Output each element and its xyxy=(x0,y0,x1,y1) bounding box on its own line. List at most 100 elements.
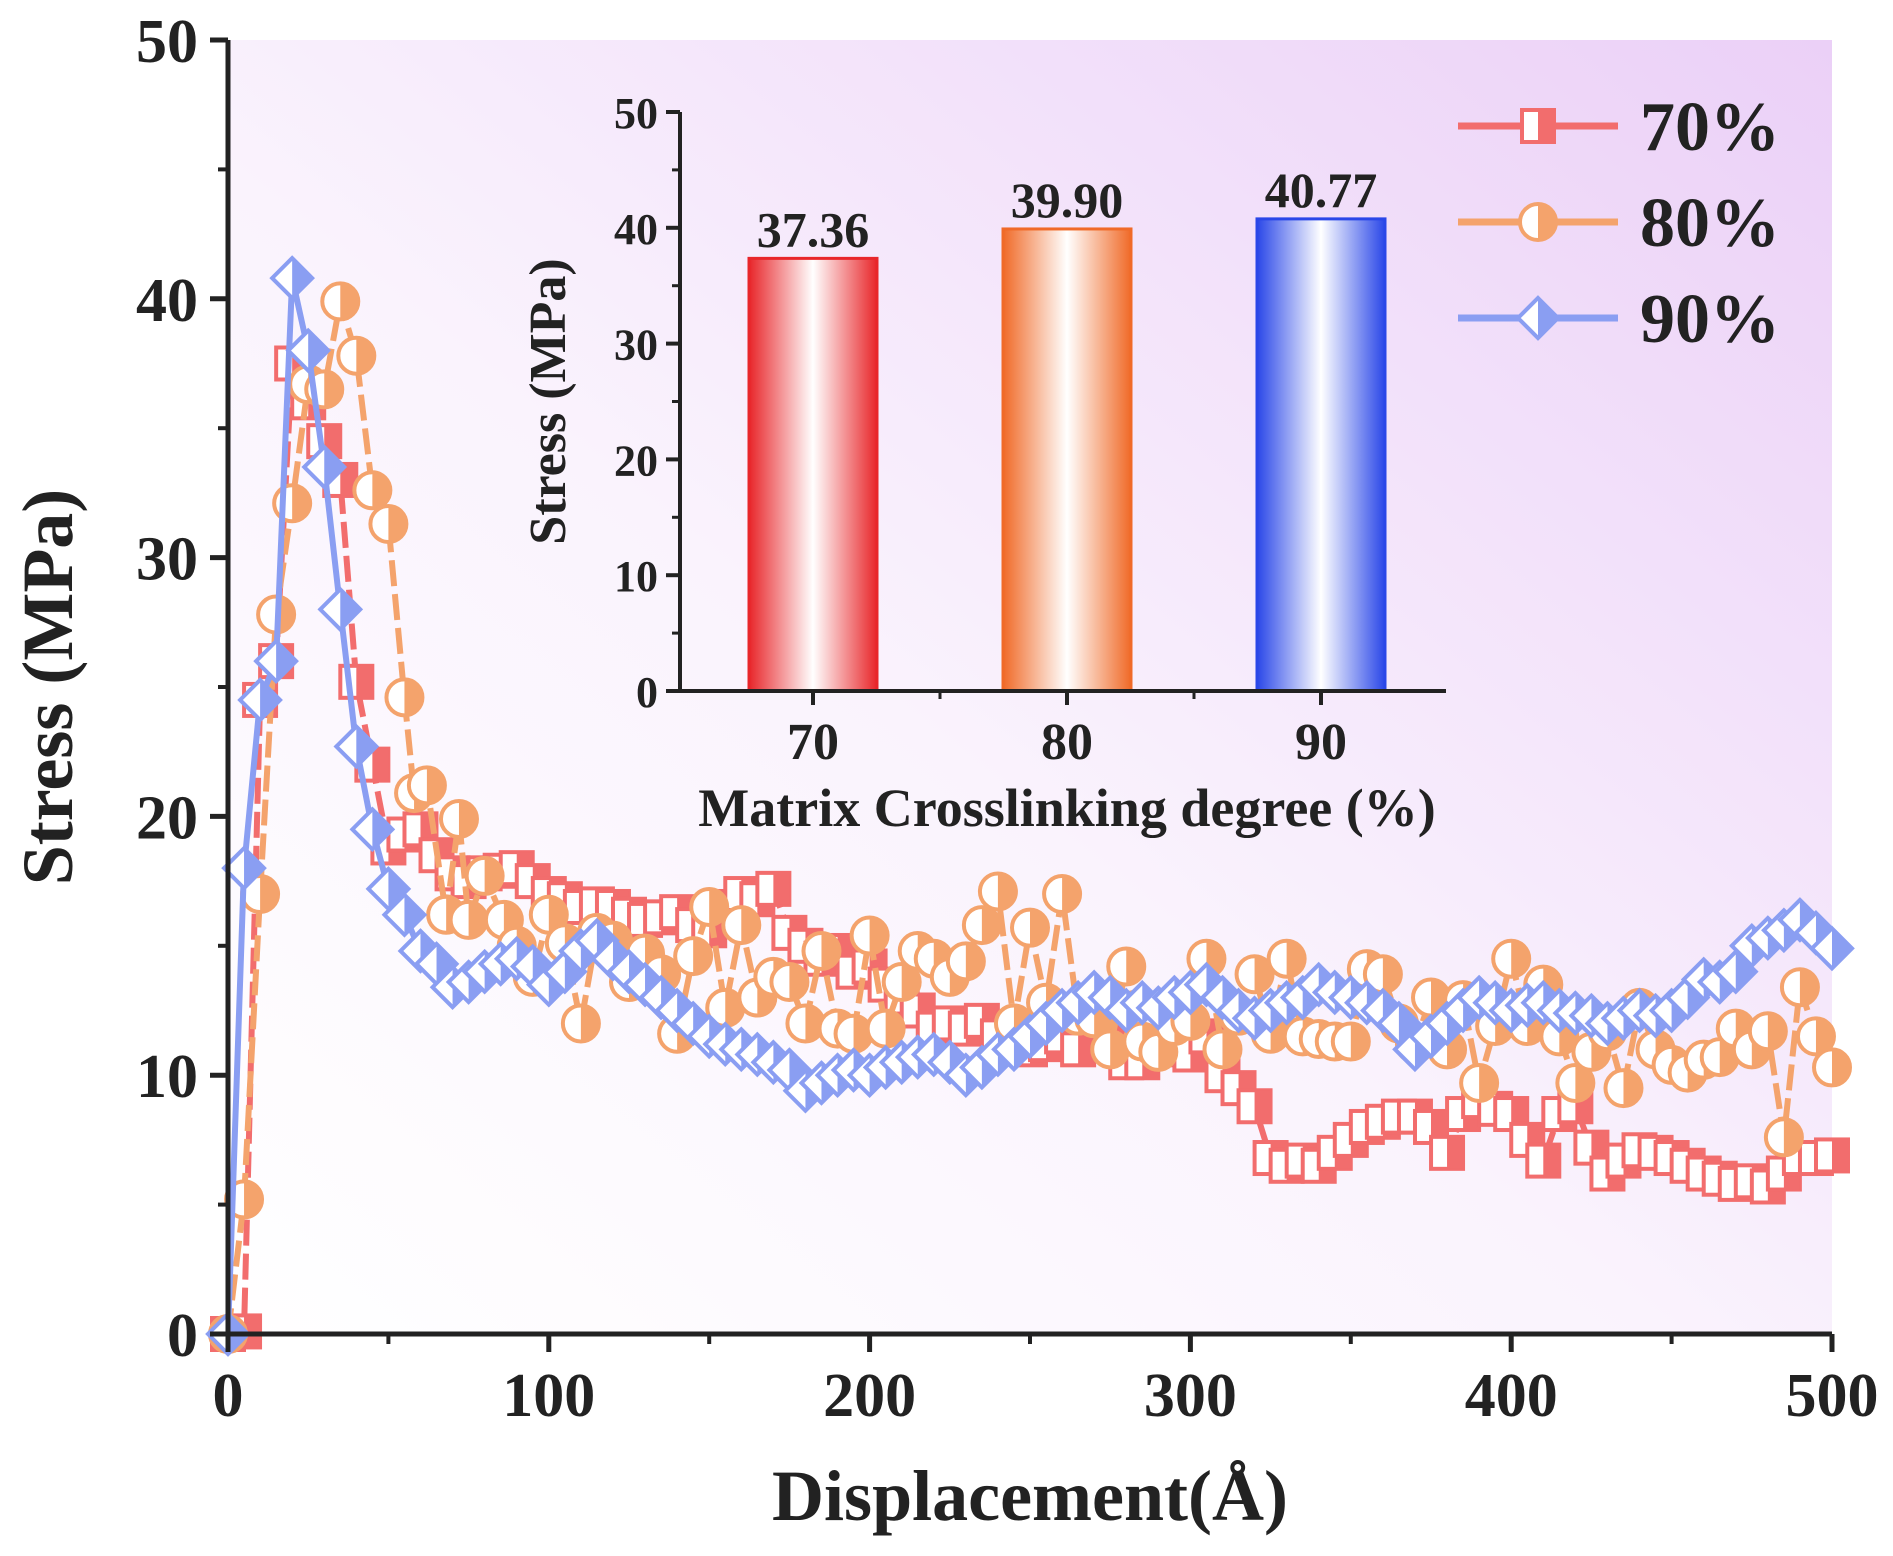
data-point-80 xyxy=(1330,1021,1371,1062)
data-point-80 xyxy=(833,1013,874,1054)
data-point-80 xyxy=(1763,1117,1804,1158)
inset-y-tick-label: 20 xyxy=(614,436,658,485)
inset-x-tick-label: 70 xyxy=(787,714,839,771)
data-point-80 xyxy=(352,470,393,511)
inset-y-tick-label: 50 xyxy=(614,89,658,138)
legend-label-70: 70% xyxy=(1640,89,1780,166)
data-point-90 xyxy=(333,723,380,770)
data-point-90 xyxy=(1809,925,1855,972)
y-tick-label: 10 xyxy=(136,1043,198,1111)
x-tick-label: 100 xyxy=(502,1362,595,1430)
y-tick-label: 30 xyxy=(136,526,198,594)
inset-y-tick-label: 40 xyxy=(614,205,658,254)
data-point-90 xyxy=(269,255,315,301)
data-point-70 xyxy=(1236,1088,1273,1125)
data-point-80 xyxy=(1202,1029,1243,1070)
legend-entry-80: 80% xyxy=(1458,185,1780,262)
data-point-80 xyxy=(1795,1016,1836,1057)
legend-entry-90: 90% xyxy=(1458,281,1780,358)
data-point-80 xyxy=(1747,1011,1788,1052)
data-point-80 xyxy=(448,899,489,940)
series-90 xyxy=(205,255,1855,1357)
data-point-70 xyxy=(1060,1031,1097,1068)
data-point-90 xyxy=(221,845,267,891)
data-point-80 xyxy=(961,905,1002,946)
data-point-70 xyxy=(306,423,343,460)
series-group xyxy=(205,255,1855,1357)
data-point-80 xyxy=(320,281,361,322)
legend-label-80: 80% xyxy=(1640,185,1780,262)
data-point-80 xyxy=(881,962,922,1003)
data-point-80 xyxy=(1603,1068,1644,1109)
data-point-80 xyxy=(336,335,377,376)
y-tick-label: 20 xyxy=(136,784,198,852)
inset-bar-chart: 37.36 70 39.90 80 40.77 90 0 10 20 30 40 50 Matrix C… xyxy=(520,89,1446,838)
data-point-90 xyxy=(349,806,396,853)
data-point-70 xyxy=(1814,1137,1850,1174)
legend-entry-70: 70% xyxy=(1458,89,1780,166)
data-point-80 xyxy=(1459,1062,1500,1103)
bar-80 xyxy=(1001,227,1133,693)
x-tick-label: 200 xyxy=(823,1362,916,1430)
data-point-80 xyxy=(384,677,425,718)
data-point-80 xyxy=(1266,938,1307,979)
data-point-80 xyxy=(849,915,890,956)
legend-label-90: 90% xyxy=(1640,281,1780,358)
data-point-70 xyxy=(1525,1142,1562,1179)
inset-x-tick-label: 90 xyxy=(1295,714,1347,771)
inset-y-tick-label: 10 xyxy=(614,552,658,601)
data-point-80 xyxy=(801,930,842,971)
inset-y-tick-label: 30 xyxy=(614,321,658,370)
data-point-80 xyxy=(785,1003,826,1044)
inset-y-axis-title: Stress (MPa) xyxy=(520,258,577,544)
bar-value-label-80: 39.90 xyxy=(1011,172,1124,228)
y-tick-label: 40 xyxy=(136,267,198,335)
x-tick-label: 500 xyxy=(1786,1362,1879,1430)
data-point-80 xyxy=(865,1008,906,1049)
data-point-80 xyxy=(769,962,810,1003)
legend-marker-80 xyxy=(1518,202,1558,242)
legend-marker-90 xyxy=(1515,295,1561,341)
data-point-70 xyxy=(755,870,792,907)
data-point-70 xyxy=(1429,1134,1466,1171)
data-point-90 xyxy=(317,586,364,633)
y-tick-label: 50 xyxy=(136,8,198,76)
data-point-80 xyxy=(705,987,746,1028)
data-point-80 xyxy=(1042,874,1083,915)
legend: 70% 80% 90% xyxy=(1458,89,1780,358)
x-tick-label: 0 xyxy=(213,1362,244,1430)
data-point-80 xyxy=(1555,1062,1596,1103)
inset-x-tick-label: 80 xyxy=(1041,714,1093,771)
data-point-80 xyxy=(1699,1037,1740,1078)
data-point-90 xyxy=(237,677,283,723)
data-point-90 xyxy=(381,891,428,938)
data-point-80 xyxy=(1090,1029,1131,1070)
data-point-80 xyxy=(1779,967,1820,1008)
x-tick-label: 300 xyxy=(1144,1362,1237,1430)
data-point-80 xyxy=(560,1003,601,1044)
data-point-80 xyxy=(406,765,447,806)
bar-value-label-70: 37.36 xyxy=(757,201,870,257)
data-point-80 xyxy=(1491,938,1532,979)
data-point-80 xyxy=(689,886,730,927)
data-point-90 xyxy=(301,444,348,490)
data-point-80 xyxy=(240,874,281,915)
y-tick-label: 0 xyxy=(167,1302,198,1370)
y-axis-title: Stress (MPa) xyxy=(8,489,88,886)
x-tick-label: 400 xyxy=(1465,1362,1558,1430)
bar-90 xyxy=(1255,217,1387,693)
data-point-80 xyxy=(1010,907,1050,948)
inset-x-axis-title: Matrix Crosslinking degree (%) xyxy=(698,778,1435,838)
data-point-90 xyxy=(253,638,299,684)
bar-70 xyxy=(747,256,879,693)
data-point-80 xyxy=(464,855,505,896)
inset-y-tick-label: 0 xyxy=(636,668,658,717)
legend-marker-70 xyxy=(1520,108,1556,144)
data-point-80 xyxy=(1106,946,1147,987)
data-point-80 xyxy=(977,871,1018,912)
data-point-80 xyxy=(721,905,762,946)
data-point-90 xyxy=(285,327,332,374)
